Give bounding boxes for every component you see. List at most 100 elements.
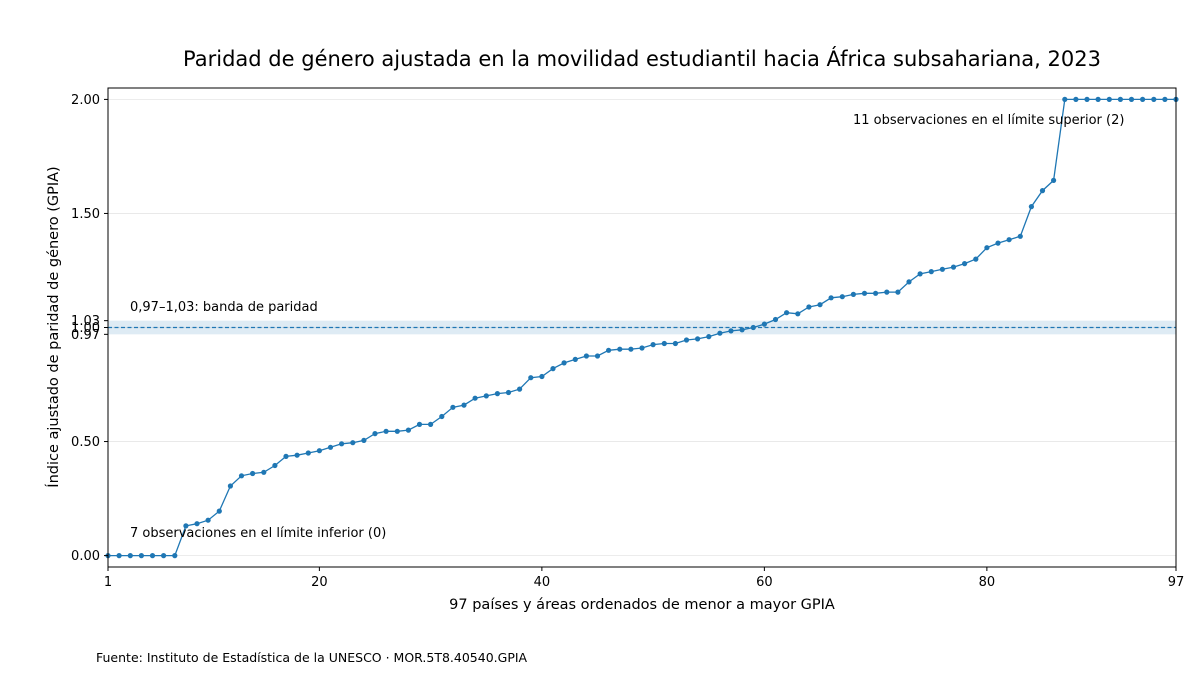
data-point-66 [828,295,834,301]
x-tick-label-1: 20 [311,575,328,590]
data-point-69 [861,290,868,296]
data-point-65 [817,302,823,308]
data-point-91 [1106,96,1112,102]
data-point-70 [873,290,879,296]
data-point-83 [1017,233,1023,239]
tick-layer: 0.00 0.50 1.00 1.50 2.00 1.030.97 1 20 40 60 80 97 [71,93,1184,590]
data-point-24 [361,437,367,443]
data-point-23 [350,440,356,446]
data-point-54 [695,336,701,342]
y-tick-label-2: 1.00 [71,321,100,336]
data-point-28 [405,427,411,433]
data-point-42 [561,360,567,366]
data-point-45 [594,353,601,359]
data-point-38 [517,386,523,392]
data-point-49 [639,345,645,351]
data-point-37 [505,389,512,396]
data-point-21 [327,444,334,450]
data-point-67 [839,294,845,300]
data-point-19 [305,450,311,456]
data-point-90 [1095,96,1101,102]
data-point-36 [494,391,500,397]
data-point-59 [750,324,756,331]
parity-band-label: 0,97–1,03: banda de paridad [130,300,318,315]
data-point-3 [127,553,133,559]
data-point-63 [795,311,801,317]
series-layer [105,96,1179,559]
data-point-35 [483,393,489,399]
data-point-11 [216,508,222,514]
data-point-80 [984,245,990,251]
data-point-47 [617,346,623,352]
source-note: Fuente: Instituto de Estadística de la U… [96,650,528,665]
x-tick-label-0: 1 [104,575,112,590]
data-point-32 [450,404,456,410]
data-point-64 [806,304,812,310]
data-point-6 [161,553,167,559]
data-point-17 [283,453,289,459]
data-point-29 [416,421,423,427]
y-tick-label-4: 2.00 [71,93,100,108]
data-point-18 [294,452,300,458]
data-point-46 [606,347,612,353]
data-point-12 [227,483,233,489]
data-point-56 [717,330,723,336]
data-point-93 [1128,96,1135,102]
lower-limit-annotation: 7 observaciones en el límite inferior (0… [130,526,386,541]
data-point-7 [172,553,178,559]
data-point-55 [706,334,712,340]
data-point-44 [583,353,590,359]
data-point-51 [661,340,667,347]
data-point-14 [250,470,256,477]
data-point-26 [383,428,389,434]
y-tick-label-3: 1.50 [71,207,100,222]
data-point-5 [149,553,156,559]
data-point-73 [906,279,912,285]
x-axis-label: 97 países y áreas ordenados de menor a m… [449,597,835,613]
data-point-48 [628,346,634,352]
chart-title: Paridad de género ajustada en la movilid… [183,46,1101,71]
data-point-92 [1117,96,1123,102]
data-point-31 [439,413,445,420]
data-point-78 [962,261,968,267]
data-point-62 [784,310,790,316]
data-point-88 [1073,96,1079,102]
data-point-94 [1140,96,1146,102]
data-point-85 [1039,188,1046,194]
data-point-33 [461,402,467,408]
data-point-74 [917,271,923,277]
data-point-20 [316,448,322,454]
data-point-89 [1084,96,1090,102]
x-tick-label-3: 60 [756,575,773,590]
data-point-76 [939,266,946,272]
data-point-9 [194,521,200,527]
data-point-4 [138,553,144,559]
data-point-71 [884,289,890,295]
data-point-15 [261,469,267,475]
data-point-13 [238,473,245,479]
data-point-41 [550,366,556,372]
data-point-72 [895,289,901,295]
data-point-68 [850,291,857,297]
x-tick-label-4: 80 [979,575,996,590]
data-point-34 [472,395,478,401]
data-point-95 [1151,96,1157,102]
data-point-22 [339,441,345,447]
data-point-43 [572,356,578,362]
data-point-16 [272,462,278,469]
x-tick-label-5: 97 [1168,575,1185,590]
data-point-30 [428,421,434,427]
y-tick-label-1: 0.50 [71,435,100,450]
data-point-77 [950,264,957,270]
data-point-53 [683,337,690,343]
data-point-81 [995,240,1001,246]
data-point-61 [772,316,779,323]
data-point-87 [1062,96,1068,102]
data-point-52 [672,340,679,347]
parity-band-layer [108,320,1176,335]
data-point-58 [739,327,745,333]
band-low-label: 0.97 [71,328,100,343]
data-point-86 [1051,177,1057,183]
data-point-25 [372,431,378,437]
data-point-82 [1006,237,1012,243]
